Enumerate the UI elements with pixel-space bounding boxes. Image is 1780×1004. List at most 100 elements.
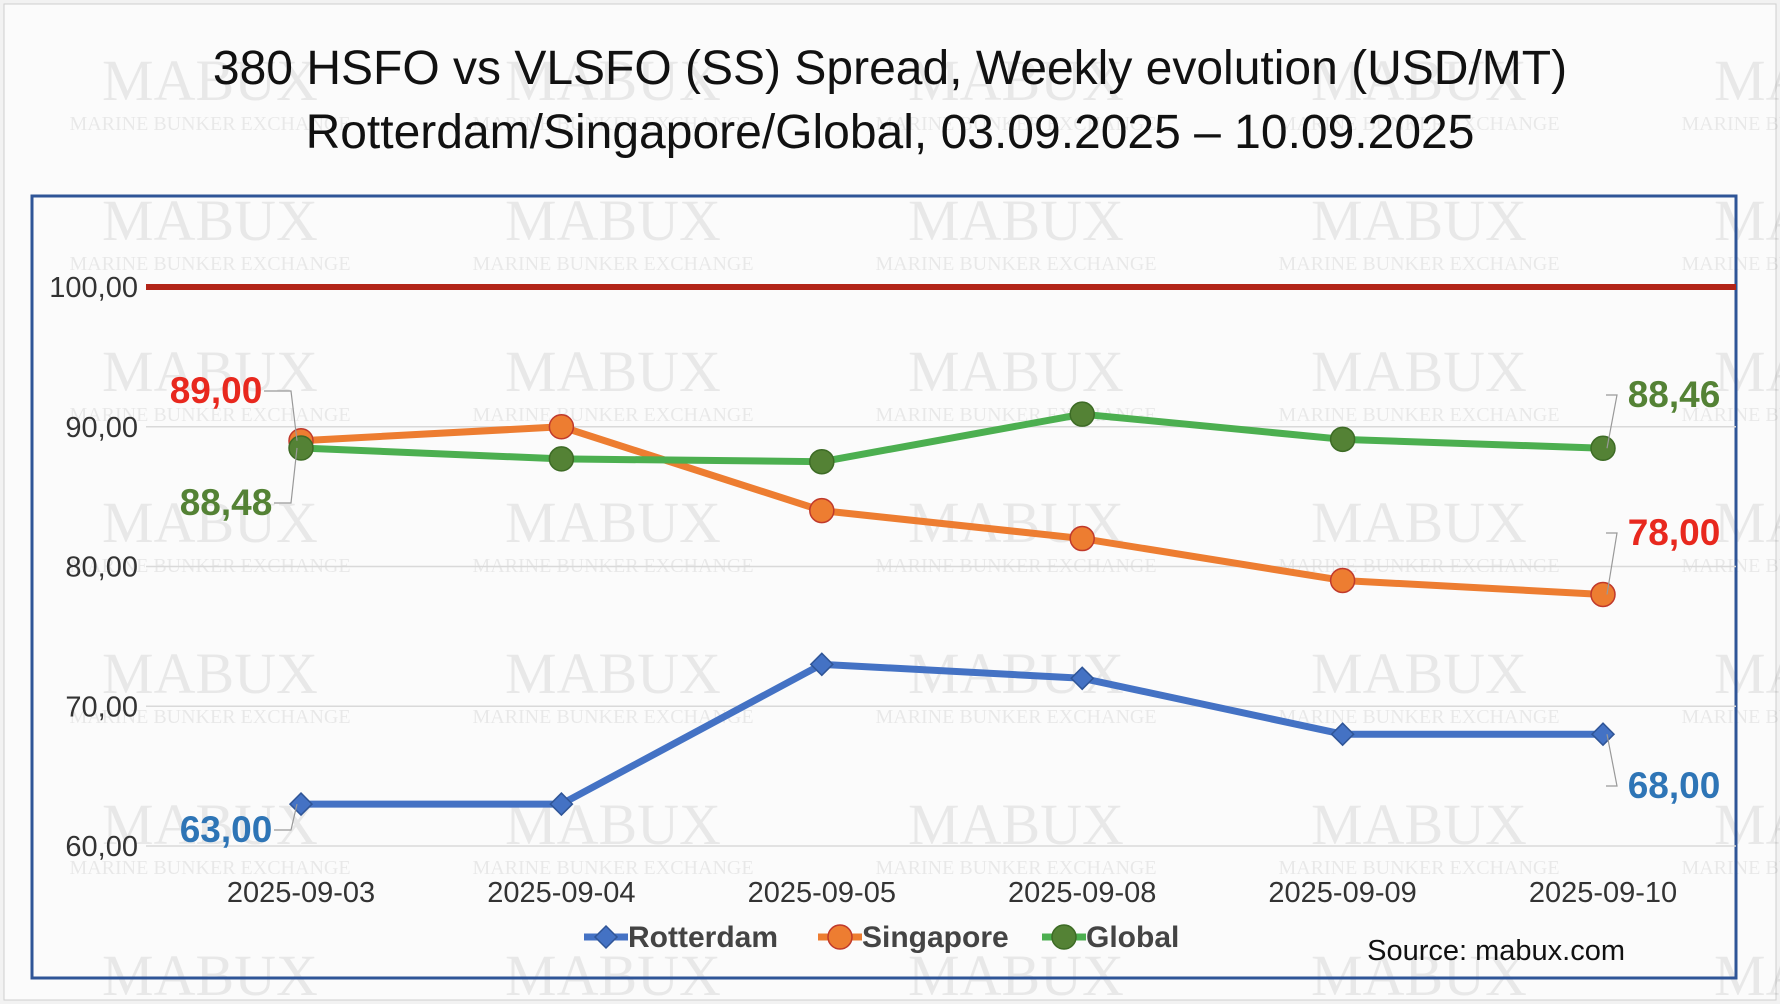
legend-label: Rotterdam — [628, 921, 778, 954]
global-point — [1069, 401, 1095, 427]
singapore-first-leader — [264, 390, 298, 441]
singapore-first-label: 89,00 — [170, 370, 263, 411]
x-tick-label: 2025-09-09 — [1268, 877, 1416, 909]
watermark-subtext: MARINE BUNKER EXCHANGE — [875, 113, 1156, 135]
global-last-leader — [1606, 394, 1618, 449]
watermark-text: MABUX — [908, 188, 1124, 253]
legend-item-global: Global — [1042, 921, 1179, 954]
singapore-point — [548, 414, 575, 440]
watermark-subtext: MARINE BUNKER EXCHANGE — [875, 253, 1156, 275]
watermark-text: MABUX — [908, 48, 1124, 113]
rotterdam-point — [549, 792, 574, 817]
global-last-label: 88,46 — [1628, 374, 1721, 415]
watermark-text: MABUX — [1714, 792, 1780, 857]
legend-marker — [1051, 924, 1077, 950]
legend-item-singapore: Singapore — [818, 921, 1009, 954]
watermark-text: MABUX — [1714, 641, 1780, 706]
rotterdam-last-leader — [1606, 734, 1618, 787]
x-tick-label: 2025-09-08 — [1008, 877, 1156, 909]
singapore-point — [1069, 525, 1095, 552]
global-first-leader — [274, 447, 298, 504]
watermark-subtext: MARINE BUNKER EXCHANGE — [1681, 404, 1780, 426]
watermark-text: MABUX — [102, 490, 318, 555]
chart-subtitle: Rotterdam/Singapore/Global, 03.09.2025 –… — [306, 106, 1475, 159]
watermark-text: MABUX — [505, 490, 721, 555]
y-tick-label: 80,00 — [65, 552, 138, 584]
watermark-text: MABUX — [1311, 490, 1527, 555]
watermark-subtext: MARINE BUNKER EXCHANGE — [1278, 857, 1559, 879]
outer-frame — [3, 3, 1777, 1001]
watermark-text: MABUX — [1311, 339, 1527, 404]
watermark-text: MABUX — [1311, 943, 1527, 1004]
x-tick-label: 2025-09-03 — [227, 877, 375, 909]
singapore-point — [1329, 567, 1356, 594]
watermark-subtext: MARINE BUNKER EXCHANGE — [875, 857, 1156, 879]
watermark-subtext: MARINE BUNKER EXCHANGE — [1278, 253, 1559, 275]
watermark-subtext: MARINE BUNKER EXCHANGE — [1278, 113, 1559, 135]
watermark-text: MABUX — [1311, 48, 1527, 113]
watermark-text: MABUX — [102, 641, 318, 706]
watermark-subtext: MARINE BUNKER EXCHANGE — [69, 857, 350, 879]
watermark-text: MABUX — [1714, 490, 1780, 555]
watermark-subtext: MARINE BUNKER EXCHANGE — [1278, 404, 1559, 426]
watermark-text: MABUX — [505, 943, 721, 1004]
global-point — [548, 446, 575, 472]
watermark-text: MABUX — [1311, 641, 1527, 706]
x-tick-label: 2025-09-10 — [1529, 877, 1677, 909]
watermark-subtext: MARINE BUNKER EXCHANGE — [1278, 706, 1559, 728]
watermark-text: MABUX — [908, 792, 1124, 857]
watermark-subtext: MARINE BUNKER EXCHANGE — [1681, 706, 1780, 728]
legend-label: Singapore — [862, 921, 1009, 954]
watermark-text: MABUX — [1714, 339, 1780, 404]
rotterdam-first-leader — [274, 803, 298, 831]
rotterdam-line — [301, 660, 1603, 808]
watermark-subtext: MARINE BUNKER EXCHANGE — [1681, 253, 1780, 275]
watermark-text: MABUX — [102, 48, 318, 113]
global-first-label: 88,48 — [180, 482, 273, 523]
watermark-text: MABUX — [1714, 188, 1780, 253]
watermark-text: MABUX — [1714, 943, 1780, 1004]
watermark-subtext: MARINE BUNKER EXCHANGE — [472, 706, 753, 728]
watermark-text: MABUX — [505, 641, 721, 706]
rotterdam-first-label: 63,00 — [180, 809, 273, 850]
watermark-text: MABUX — [1311, 792, 1527, 857]
global-point — [1590, 435, 1616, 462]
rotterdam-point — [1070, 666, 1095, 691]
singapore-point — [809, 497, 835, 524]
watermark-text: MABUX — [908, 943, 1124, 1004]
singapore-last-label: 78,00 — [1628, 512, 1721, 553]
rotterdam-point — [809, 652, 834, 677]
global-point — [809, 448, 835, 475]
watermark-subtext: MARINE BUNKER EXCHANGE — [472, 253, 753, 275]
singapore-line — [300, 423, 1604, 598]
watermark-text: MABUX — [908, 339, 1124, 404]
watermark-text: MABUX — [102, 943, 318, 1004]
legend-item-rotterdam: Rotterdam — [584, 921, 778, 954]
watermark-subtext: MARINE BUNKER EXCHANGE — [875, 706, 1156, 728]
watermark-text: MABUX — [1311, 188, 1527, 253]
global-line — [300, 410, 1604, 466]
legend-label: Global — [1086, 921, 1179, 954]
chart-title: 380 HSFO vs VLSFO (SS) Spread, Weekly ev… — [213, 42, 1567, 95]
watermark-text: MABUX — [1714, 48, 1780, 113]
watermark-subtext: MARINE BUNKER EXCHANGE — [69, 706, 350, 728]
rotterdam-last-label: 68,00 — [1628, 765, 1721, 806]
watermark-subtext: MARINE BUNKER EXCHANGE — [69, 113, 350, 135]
watermark-subtext: MARINE BUNKER EXCHANGE — [1681, 857, 1780, 879]
watermark-subtext: MARINE BUNKER EXCHANGE — [69, 404, 350, 426]
x-tick-label: 2025-09-04 — [487, 877, 635, 909]
singapore-last-leader — [1606, 532, 1618, 595]
watermark-text: MABUX — [102, 188, 318, 253]
x-tick-label: 2025-09-05 — [748, 877, 896, 909]
global-point — [1329, 426, 1356, 453]
watermark-text: MABUX — [505, 48, 721, 113]
y-tick-label: 70,00 — [65, 691, 138, 723]
watermark-subtext: MARINE BUNKER EXCHANGE — [69, 253, 350, 275]
y-tick-label: 60,00 — [65, 831, 138, 863]
y-tick-label: 100,00 — [49, 272, 138, 304]
plot-frame — [30, 194, 1738, 980]
rotterdam-point — [1330, 722, 1355, 747]
watermark-subtext: MARINE BUNKER EXCHANGE — [472, 404, 753, 426]
source-note: Source: mabux.com — [1367, 935, 1625, 967]
